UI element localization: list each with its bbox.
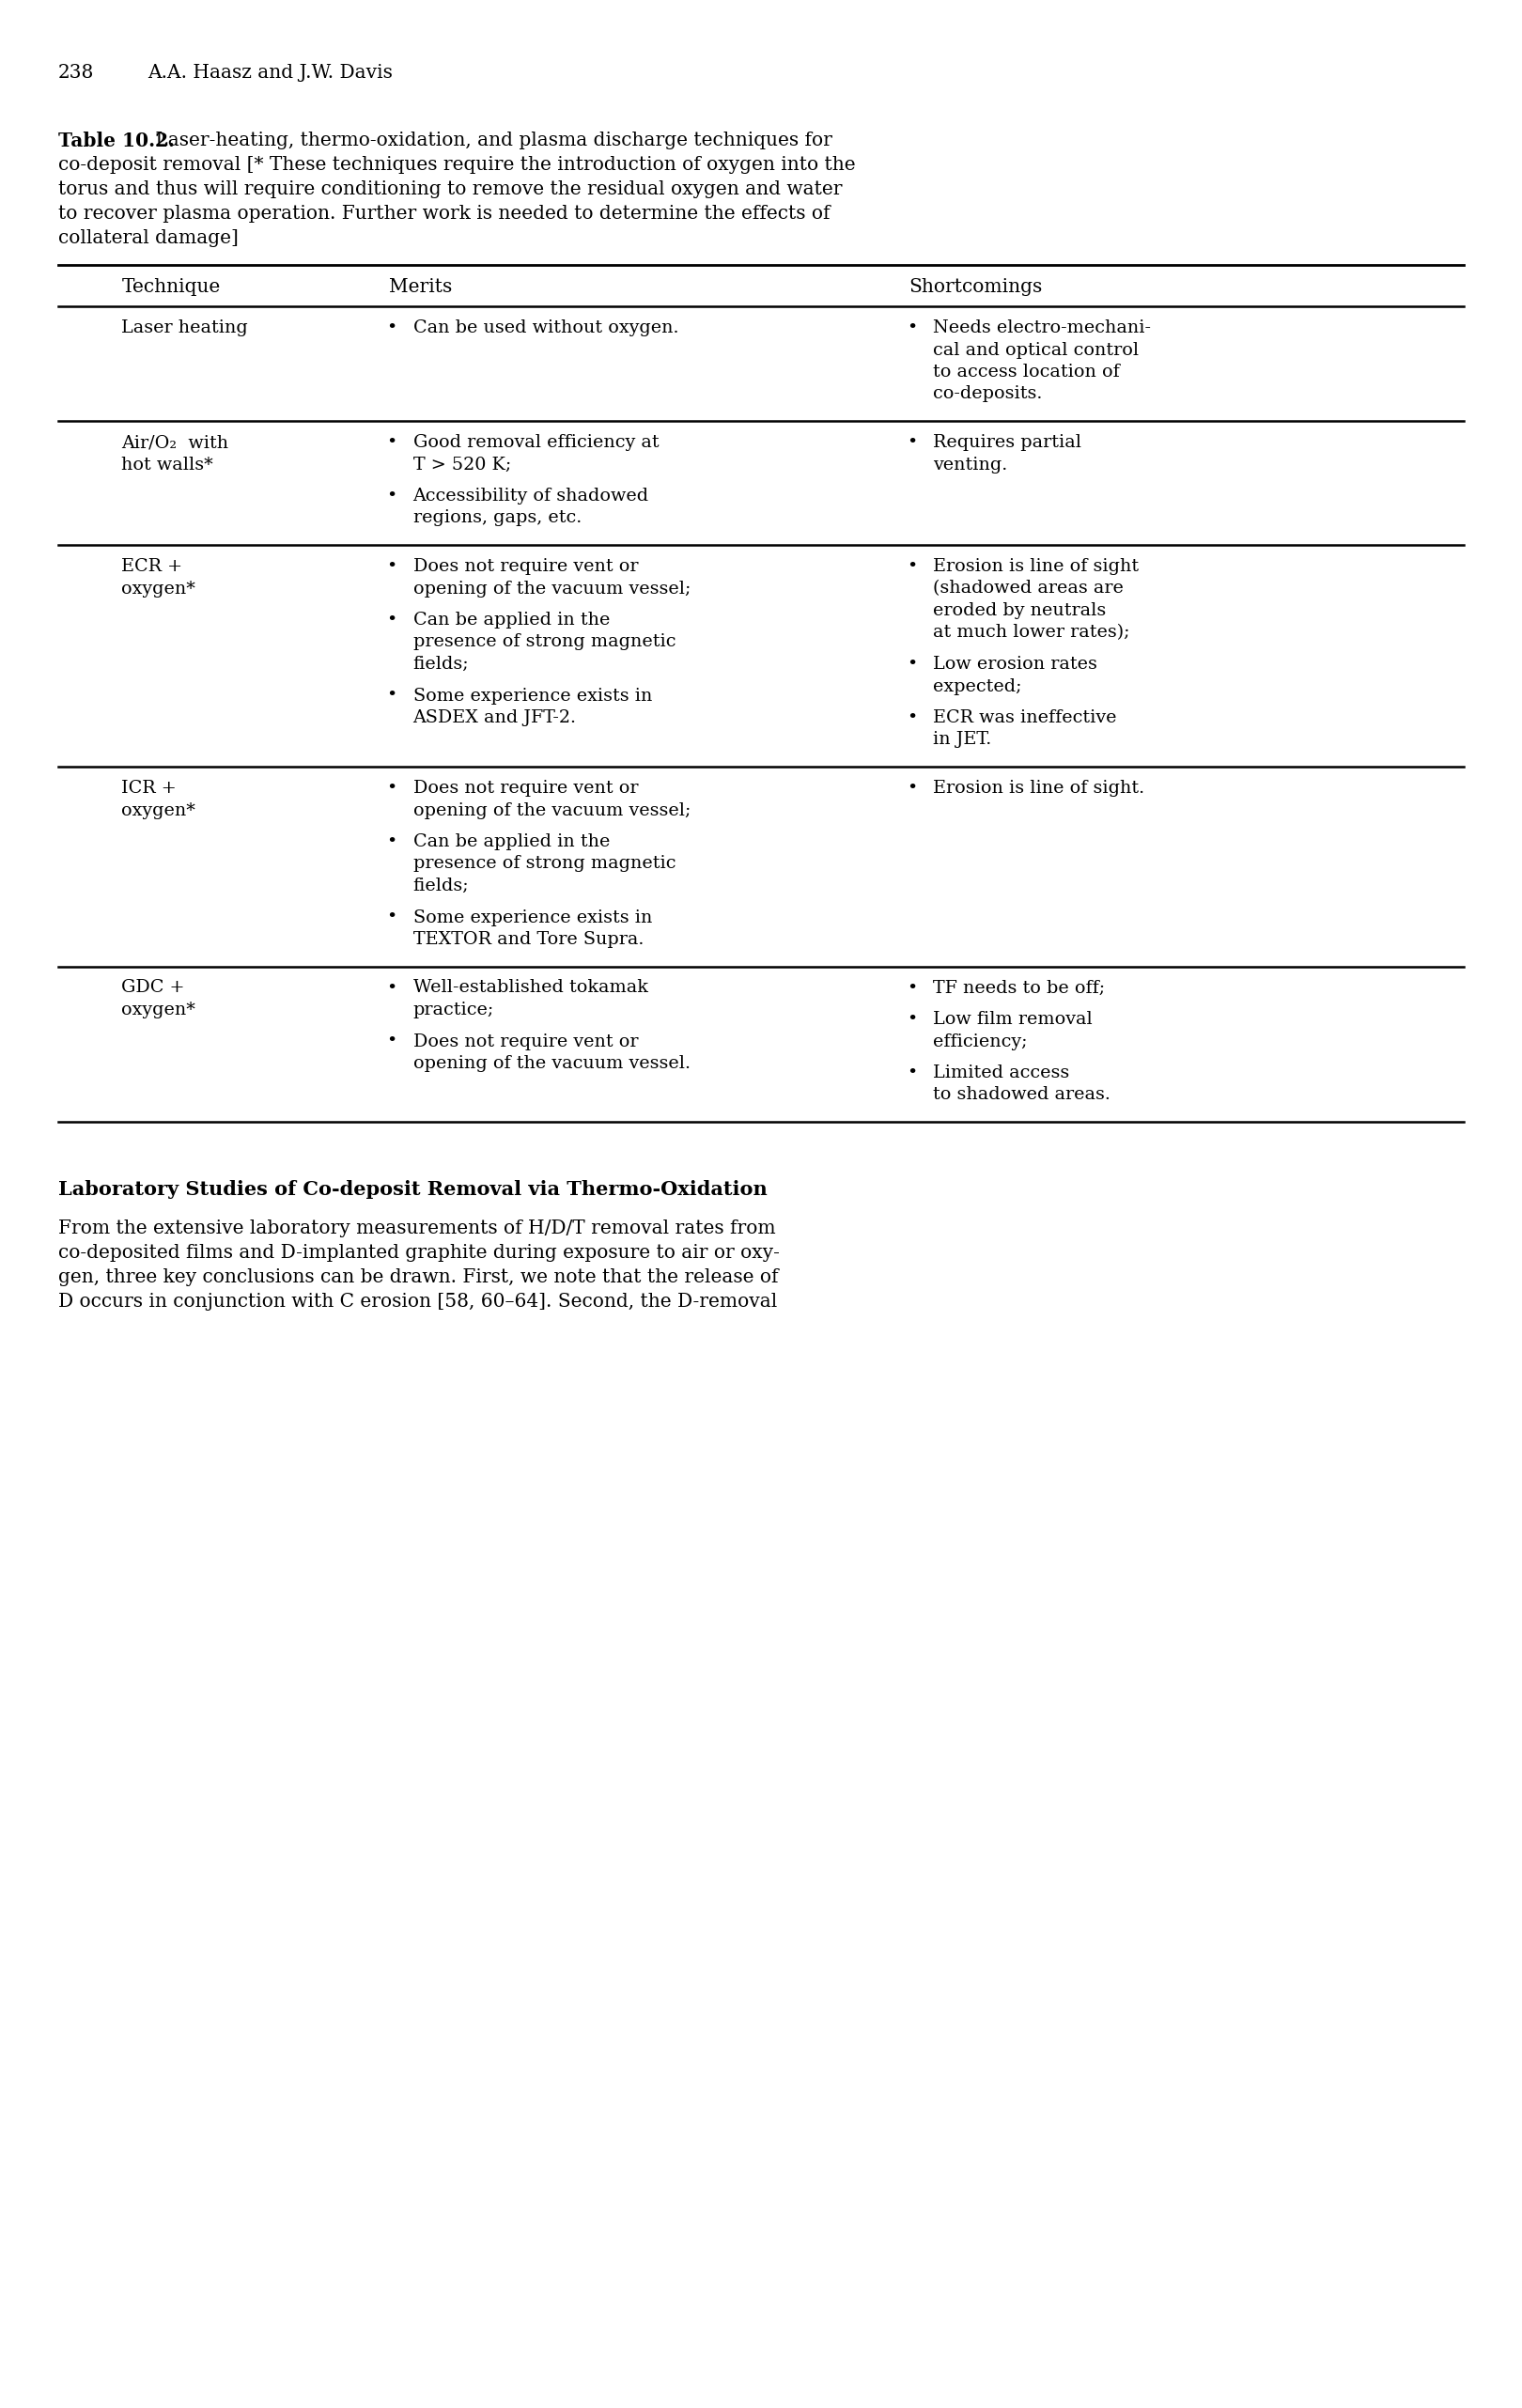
Text: cal and optical control: cal and optical control [933, 342, 1138, 359]
Text: Requires partial: Requires partial [933, 433, 1082, 450]
Text: GDC +: GDC + [122, 980, 184, 997]
Text: collateral damage]: collateral damage] [58, 229, 239, 248]
Text: co-deposit removal [* These techniques require the introduction of oxygen into t: co-deposit removal [* These techniques r… [58, 157, 855, 173]
Text: Air/O₂  with: Air/O₂ with [122, 433, 228, 450]
Text: fields;: fields; [412, 877, 469, 893]
Text: •: • [387, 686, 397, 703]
Text: (shadowed areas are: (shadowed areas are [933, 580, 1123, 597]
Text: Laboratory Studies of Co-deposit Removal via Thermo-Oxidation: Laboratory Studies of Co-deposit Removal… [58, 1180, 767, 1199]
Text: •: • [387, 433, 397, 450]
Text: presence of strong magnetic: presence of strong magnetic [412, 855, 676, 872]
Text: D occurs in conjunction with C erosion [58, 60–64]. Second, the D-removal: D occurs in conjunction with C erosion [… [58, 1293, 778, 1310]
Text: Can be applied in the: Can be applied in the [412, 833, 610, 850]
Text: Well-established tokamak: Well-established tokamak [412, 980, 648, 997]
Text: Some experience exists in: Some experience exists in [412, 908, 651, 927]
Text: ECR +: ECR + [122, 559, 183, 576]
Text: to recover plasma operation. Further work is needed to determine the effects of: to recover plasma operation. Further wor… [58, 205, 829, 222]
Text: Technique: Technique [122, 277, 221, 296]
Text: •: • [387, 780, 397, 797]
Text: Some experience exists in: Some experience exists in [412, 686, 651, 703]
Text: From the extensive laboratory measurements of H/D/T removal rates from: From the extensive laboratory measuremen… [58, 1218, 776, 1238]
Text: Does not require vent or: Does not require vent or [412, 559, 638, 576]
Text: •: • [387, 486, 397, 506]
Text: •: • [907, 320, 918, 337]
Text: co-deposited films and D-implanted graphite during exposure to air or oxy-: co-deposited films and D-implanted graph… [58, 1245, 779, 1262]
Text: Erosion is line of sight: Erosion is line of sight [933, 559, 1138, 576]
Text: regions, gaps, etc.: regions, gaps, etc. [412, 510, 581, 527]
Text: •: • [907, 559, 918, 576]
Text: Can be used without oxygen.: Can be used without oxygen. [412, 320, 679, 337]
Text: efficiency;: efficiency; [933, 1033, 1027, 1050]
Text: •: • [907, 780, 918, 797]
Text: fields;: fields; [412, 655, 469, 672]
Text: Does not require vent or: Does not require vent or [412, 780, 638, 797]
Text: oxygen*: oxygen* [122, 1002, 196, 1019]
Text: •: • [387, 1033, 397, 1050]
Text: opening of the vacuum vessel;: opening of the vacuum vessel; [412, 802, 691, 819]
Text: Good removal efficiency at: Good removal efficiency at [412, 433, 659, 450]
Text: Low erosion rates: Low erosion rates [933, 655, 1097, 672]
Text: co-deposits.: co-deposits. [933, 385, 1043, 402]
Text: Accessibility of shadowed: Accessibility of shadowed [412, 486, 648, 506]
Text: •: • [387, 908, 397, 927]
Text: Laser-heating, thermo-oxidation, and plasma discharge techniques for: Laser-heating, thermo-oxidation, and pla… [149, 132, 833, 149]
Text: at much lower rates);: at much lower rates); [933, 624, 1129, 641]
Text: oxygen*: oxygen* [122, 802, 196, 819]
Text: Does not require vent or: Does not require vent or [412, 1033, 638, 1050]
Text: Erosion is line of sight.: Erosion is line of sight. [933, 780, 1145, 797]
Text: hot walls*: hot walls* [122, 455, 213, 472]
Text: ASDEX and JFT-2.: ASDEX and JFT-2. [412, 710, 577, 727]
Text: •: • [387, 320, 397, 337]
Text: practice;: practice; [412, 1002, 495, 1019]
Text: Laser heating: Laser heating [122, 320, 248, 337]
Text: venting.: venting. [933, 455, 1008, 472]
Text: •: • [387, 833, 397, 850]
Text: in JET.: in JET. [933, 732, 991, 749]
Text: •: • [907, 710, 918, 727]
Text: •: • [907, 980, 918, 997]
Text: Needs electro-mechani-: Needs electro-mechani- [933, 320, 1151, 337]
Text: •: • [907, 1011, 918, 1028]
Text: Can be applied in the: Can be applied in the [412, 612, 610, 628]
Text: •: • [387, 559, 397, 576]
Text: A.A. Haasz and J.W. Davis: A.A. Haasz and J.W. Davis [148, 65, 393, 82]
Text: ICR +: ICR + [122, 780, 177, 797]
Text: T > 520 K;: T > 520 K; [412, 455, 511, 472]
Text: oxygen*: oxygen* [122, 580, 196, 597]
Text: 238: 238 [58, 65, 94, 82]
Text: to shadowed areas.: to shadowed areas. [933, 1086, 1111, 1103]
Text: eroded by neutrals: eroded by neutrals [933, 602, 1106, 619]
Text: to access location of: to access location of [933, 364, 1120, 380]
Text: Low film removal: Low film removal [933, 1011, 1093, 1028]
Text: •: • [387, 612, 397, 628]
Text: •: • [907, 1064, 918, 1081]
Text: Shortcomings: Shortcomings [909, 277, 1043, 296]
Text: gen, three key conclusions can be drawn. First, we note that the release of: gen, three key conclusions can be drawn.… [58, 1269, 778, 1286]
Text: ECR was ineffective: ECR was ineffective [933, 710, 1117, 727]
Text: Limited access: Limited access [933, 1064, 1070, 1081]
Text: torus and thus will require conditioning to remove the residual oxygen and water: torus and thus will require conditioning… [58, 181, 842, 197]
Text: •: • [907, 433, 918, 450]
Text: TF needs to be off;: TF needs to be off; [933, 980, 1105, 997]
Text: •: • [907, 655, 918, 672]
Text: •: • [387, 980, 397, 997]
Text: Merits: Merits [388, 277, 452, 296]
Text: opening of the vacuum vessel;: opening of the vacuum vessel; [412, 580, 691, 597]
Text: opening of the vacuum vessel.: opening of the vacuum vessel. [412, 1055, 689, 1072]
Text: expected;: expected; [933, 679, 1021, 696]
Text: presence of strong magnetic: presence of strong magnetic [412, 633, 676, 650]
Text: Table 10.2.: Table 10.2. [58, 132, 175, 149]
Text: TEXTOR and Tore Supra.: TEXTOR and Tore Supra. [412, 932, 644, 949]
